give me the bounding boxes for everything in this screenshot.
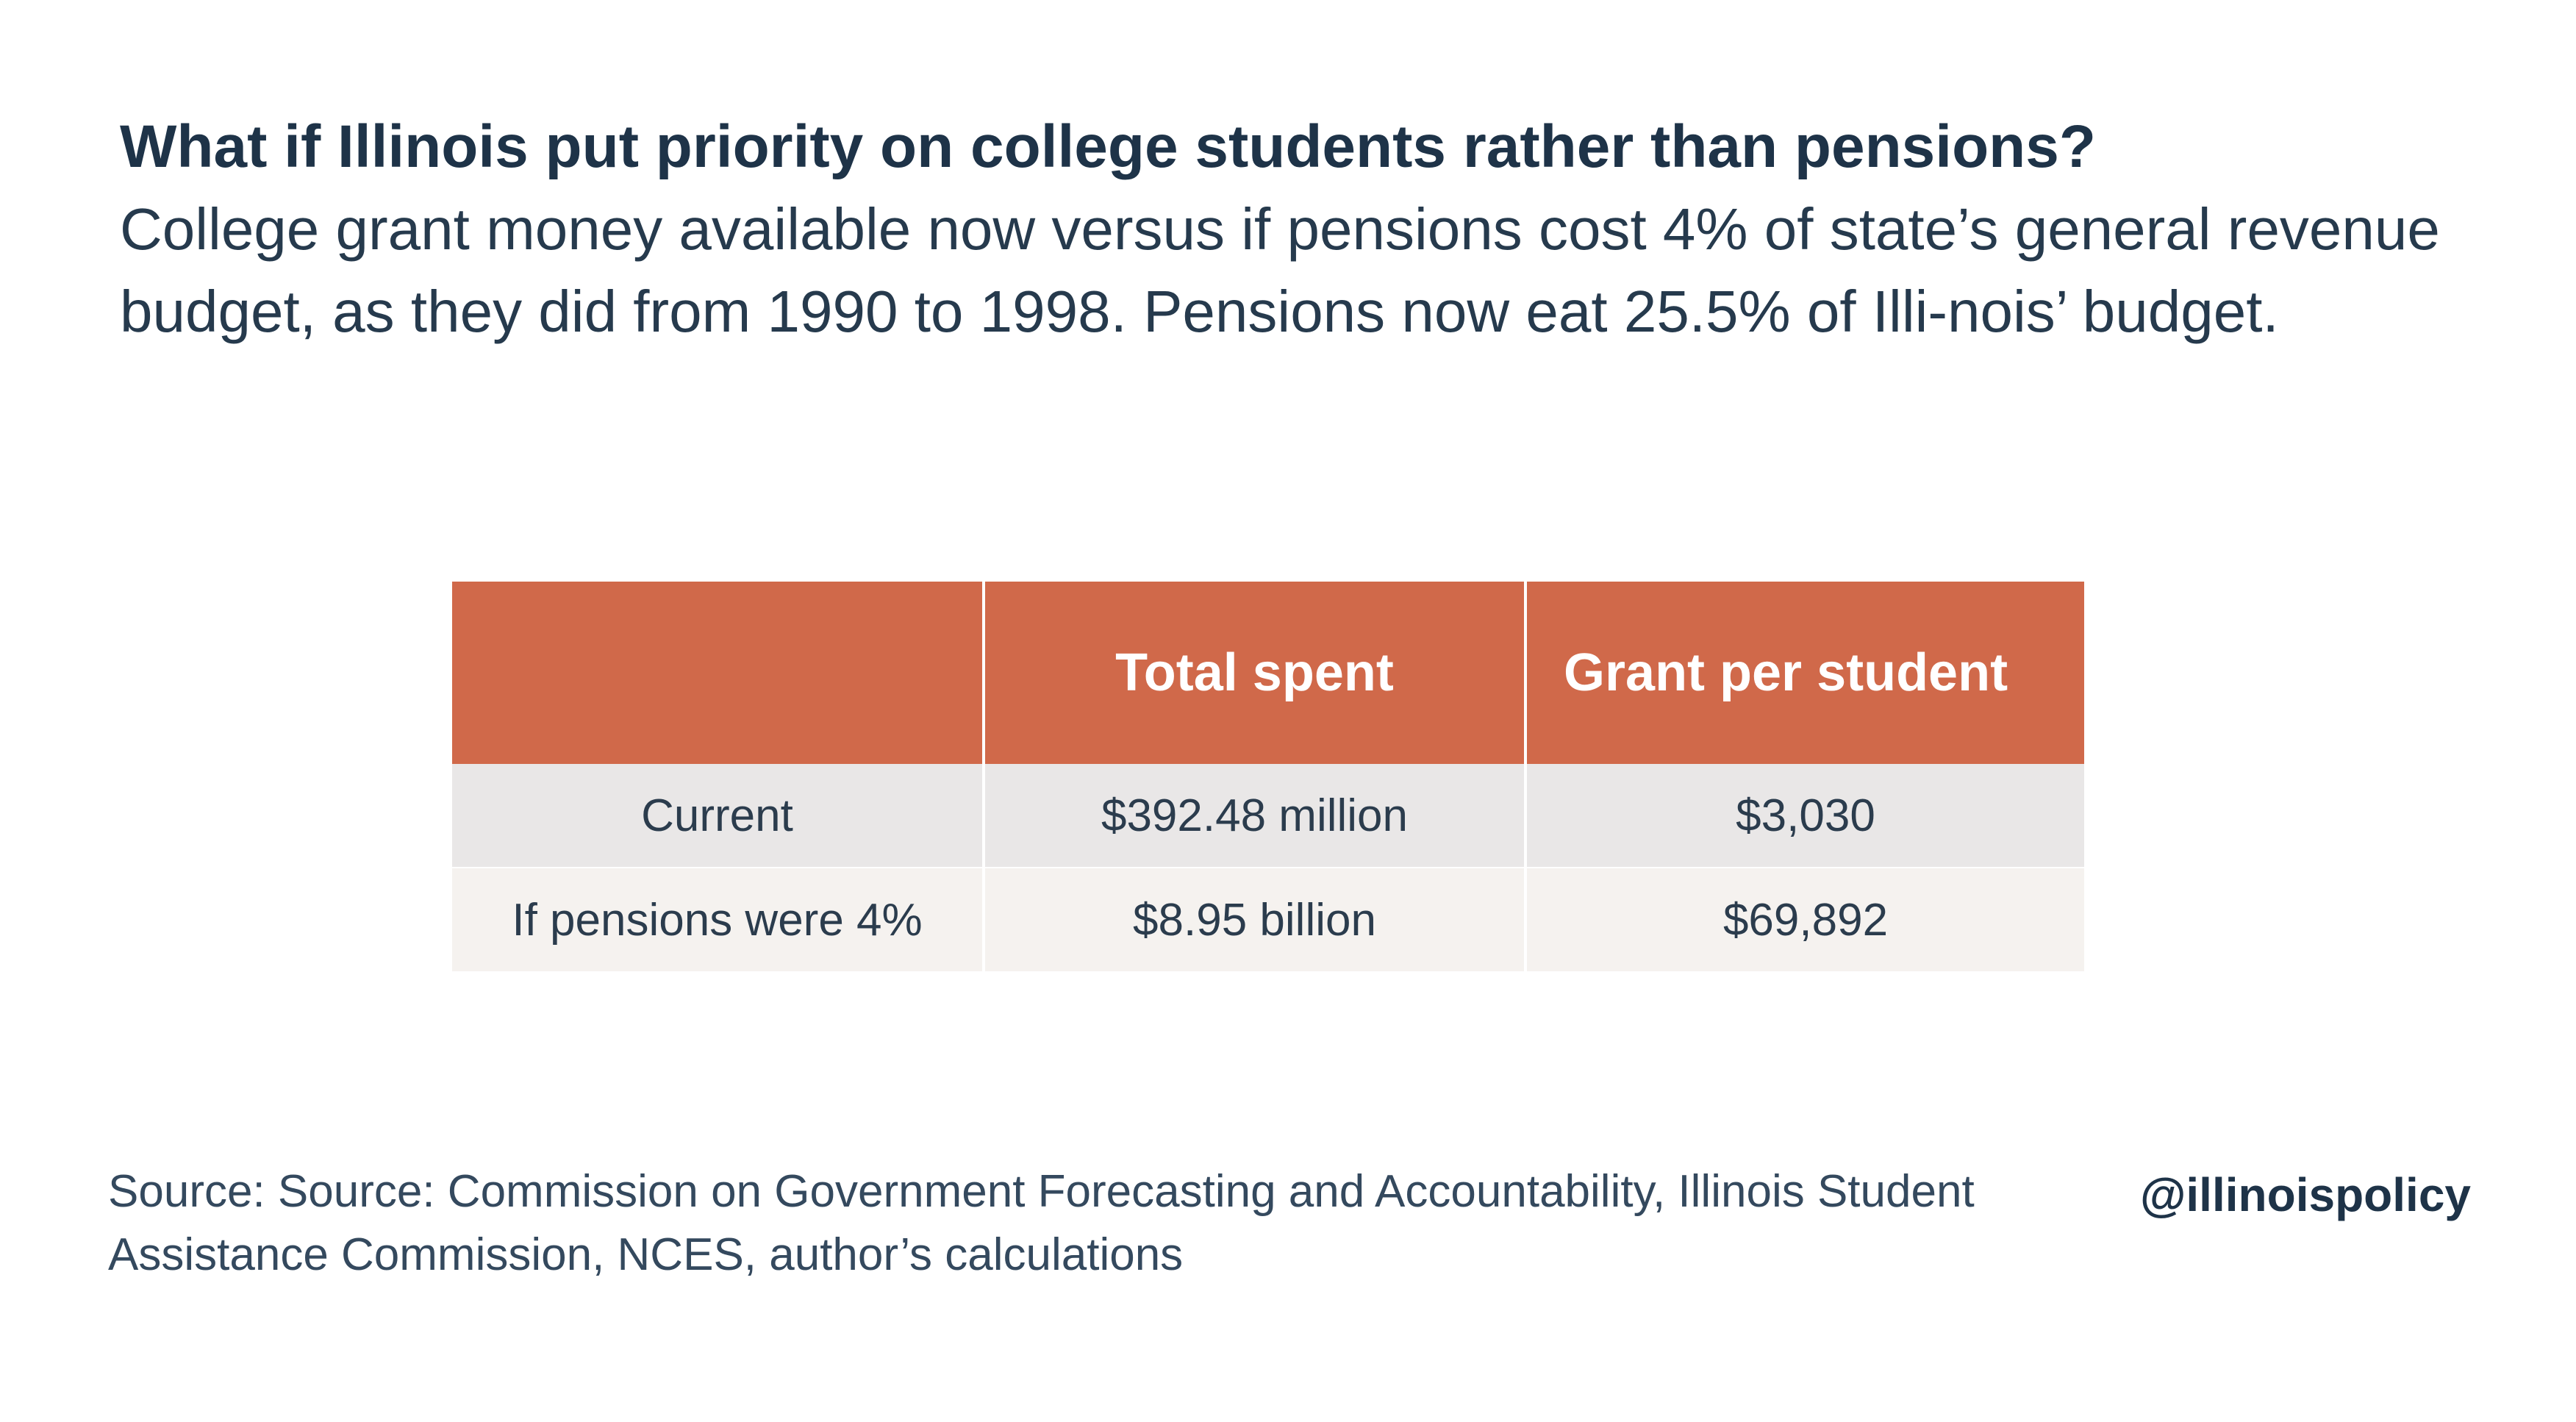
table-cell: If pensions were 4% bbox=[512, 894, 923, 946]
table-header-cell bbox=[452, 582, 982, 764]
table-header-cell: Grant per student bbox=[1524, 582, 2084, 764]
brand-handle: @illinoispolicy bbox=[2139, 1168, 2471, 1221]
chart-title: What if Illinois put priority on college… bbox=[120, 113, 2096, 180]
table-cell: $8.95 billion bbox=[982, 868, 1524, 971]
chart-subtitle: College grant money available now versus… bbox=[120, 196, 2440, 344]
table-cell: $69,892 bbox=[1524, 868, 2084, 971]
table-row: Current $392.48 million $3,030 bbox=[452, 764, 2084, 867]
data-table: Total spent Grant per student Current $3… bbox=[452, 582, 2084, 971]
table-cell: $3,030 bbox=[1524, 764, 2084, 867]
table-cell: Current bbox=[641, 790, 793, 841]
source-note: Source: Source: Commission on Government… bbox=[108, 1166, 1975, 1280]
table-row: If pensions were 4% $8.95 billion $69,89… bbox=[452, 867, 2084, 971]
table-cell: $392.48 million bbox=[982, 764, 1524, 867]
table-header-cell: Total spent bbox=[982, 582, 1524, 764]
table-header-row: Total spent Grant per student bbox=[452, 582, 2084, 764]
